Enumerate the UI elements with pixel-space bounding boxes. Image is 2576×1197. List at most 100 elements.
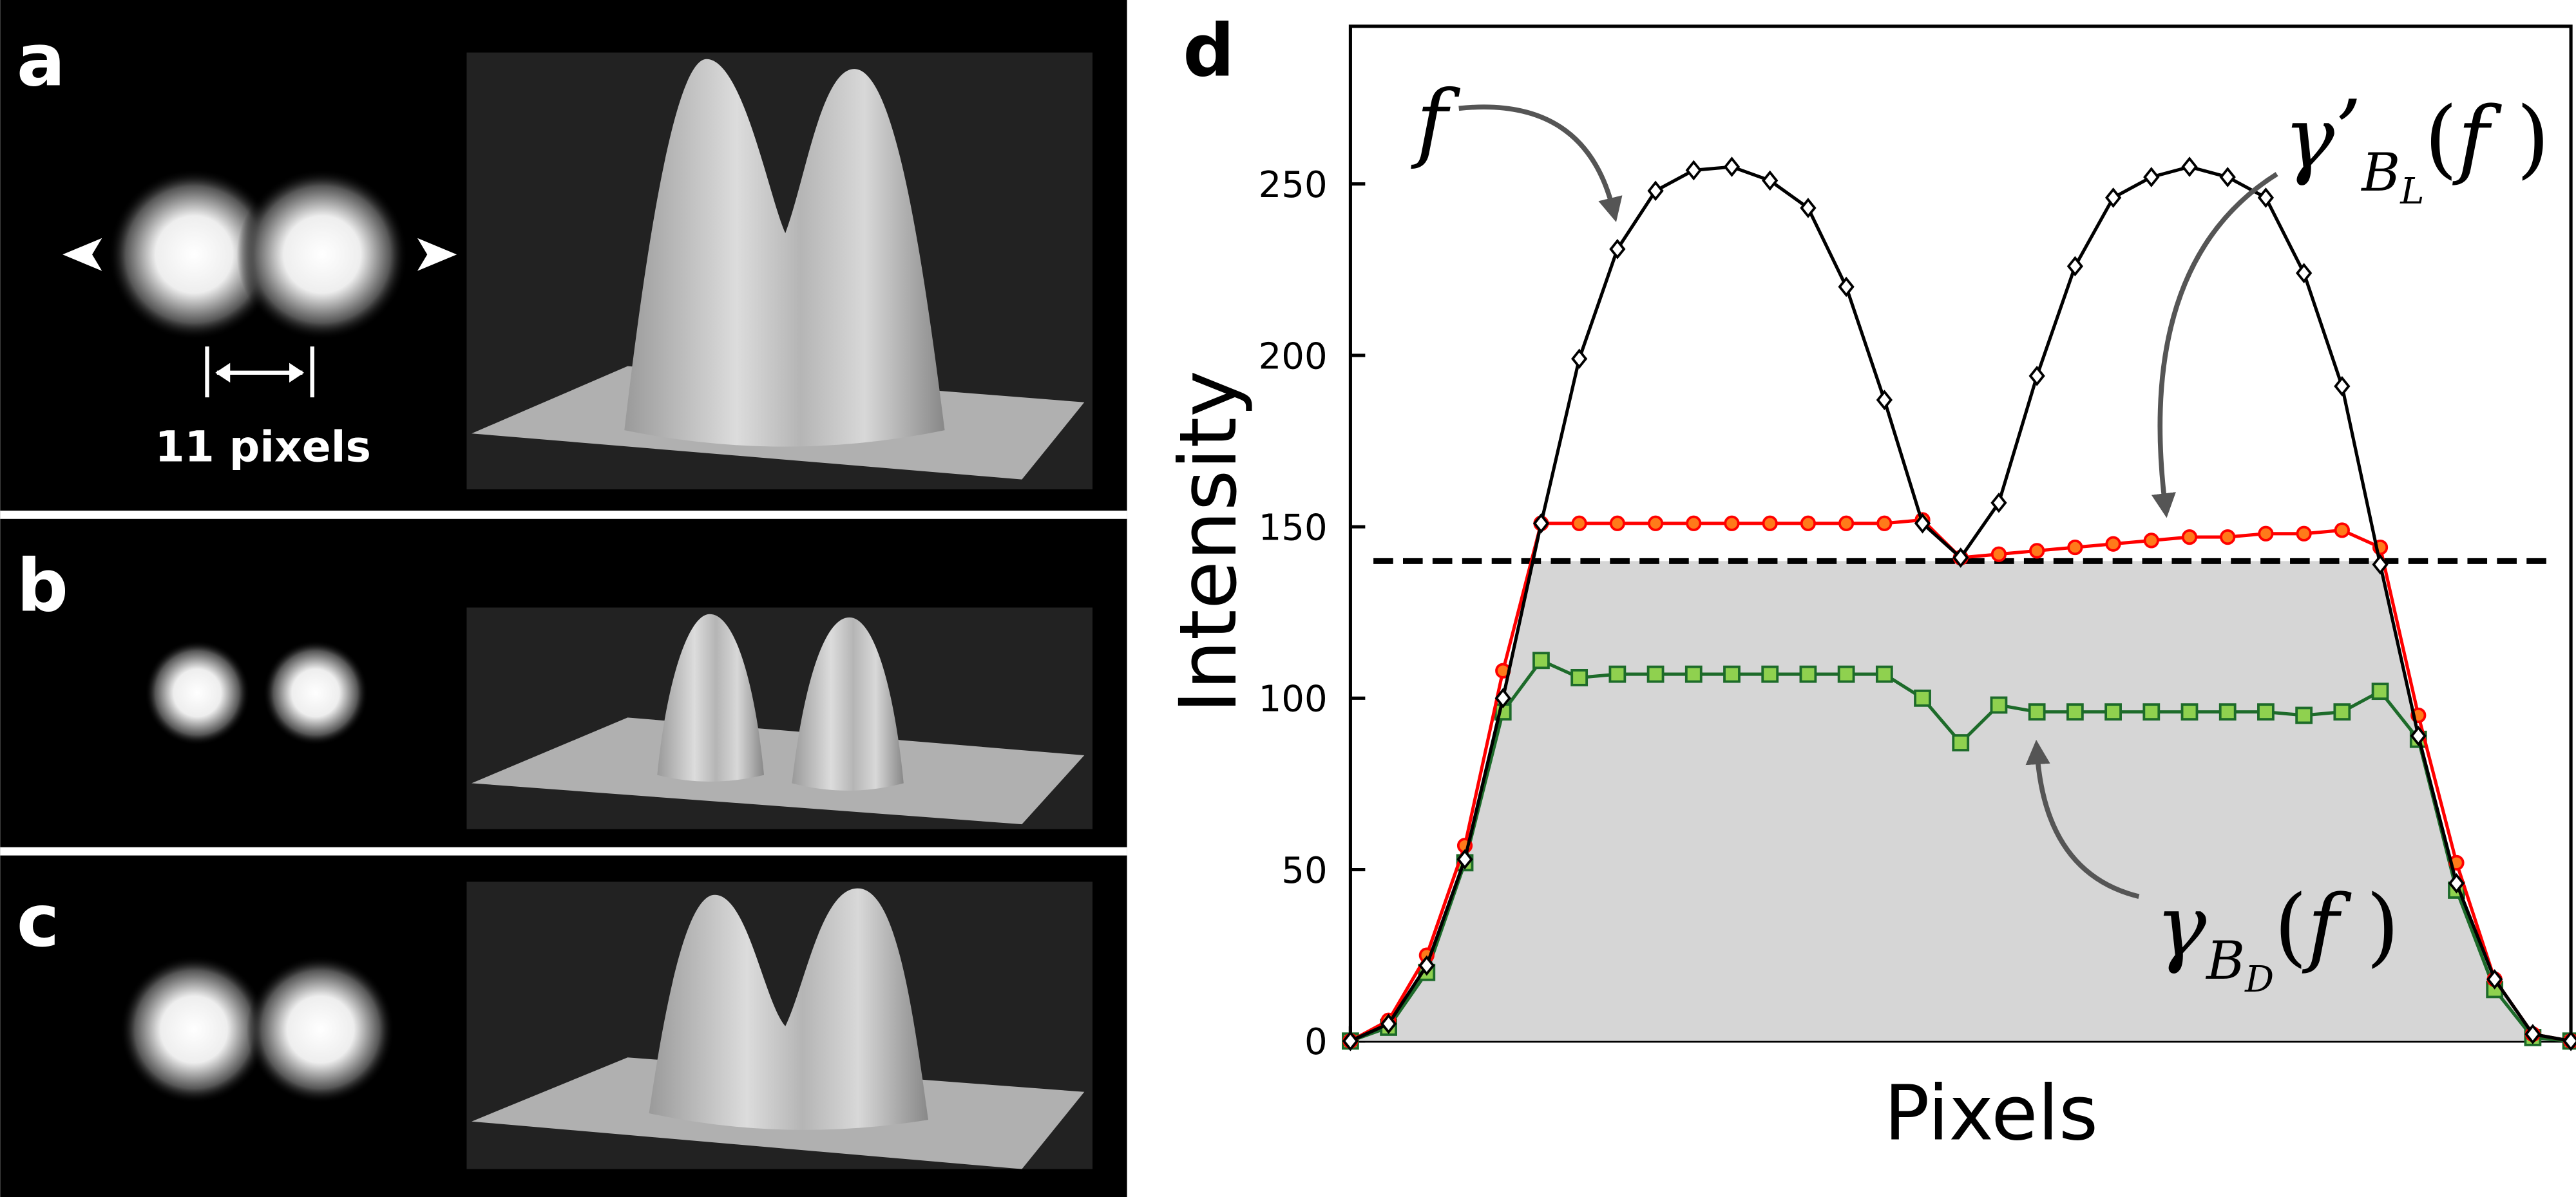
marker bbox=[1990, 696, 2008, 714]
series-annotation: γBD(f ) bbox=[2155, 877, 2399, 1001]
marker bbox=[1723, 156, 1741, 177]
marker bbox=[1342, 1030, 1359, 1051]
marker bbox=[1380, 1013, 1397, 1034]
marker bbox=[1876, 390, 1893, 410]
y-tick-label: 150 bbox=[1259, 507, 1328, 549]
marker bbox=[1761, 665, 1779, 683]
panel-c bbox=[120, 881, 1093, 1169]
marker bbox=[1952, 547, 1969, 568]
marker bbox=[2029, 543, 2045, 559]
separation-label: 11 pixels bbox=[155, 422, 371, 472]
marker bbox=[2143, 167, 2160, 187]
marker bbox=[2295, 263, 2313, 283]
marker bbox=[2180, 703, 2199, 721]
marker bbox=[2028, 703, 2046, 721]
marker bbox=[2486, 969, 2503, 990]
marker bbox=[1571, 515, 1587, 531]
annotation-part: B bbox=[2360, 142, 2400, 203]
annotation-part: B bbox=[2205, 930, 2245, 992]
marker bbox=[2105, 536, 2121, 552]
marker bbox=[2066, 703, 2084, 721]
marker bbox=[2219, 167, 2236, 187]
panel-b bbox=[144, 607, 1093, 829]
marker bbox=[1762, 515, 1778, 531]
marker bbox=[1837, 665, 1855, 683]
marker bbox=[1571, 348, 1588, 370]
marker bbox=[1647, 180, 1664, 202]
marker bbox=[2220, 529, 2236, 545]
y-tick-label: 200 bbox=[1259, 335, 1328, 377]
marker bbox=[1724, 515, 1740, 531]
annotation-part: D bbox=[2244, 959, 2274, 1001]
marker bbox=[1838, 276, 1855, 297]
marker bbox=[1609, 515, 1625, 531]
marker bbox=[2372, 554, 2389, 575]
series-annotation: γ’BL(f ) bbox=[2284, 82, 2550, 212]
annotation-part: γ bbox=[2155, 877, 2207, 976]
marker bbox=[1684, 665, 1703, 683]
marker bbox=[2104, 187, 2122, 208]
marker bbox=[1609, 239, 1626, 259]
marker bbox=[1914, 689, 1931, 707]
marker bbox=[2143, 533, 2159, 549]
series-annotation: f bbox=[1410, 73, 1460, 172]
y-tick-label: 100 bbox=[1259, 679, 1328, 721]
marker bbox=[1532, 652, 1550, 670]
annotation-part: L bbox=[2399, 171, 2424, 212]
y-axis-label: Intensity bbox=[1162, 370, 1254, 713]
marker bbox=[1685, 160, 1702, 181]
marker bbox=[1418, 955, 1435, 976]
marker bbox=[2104, 703, 2122, 721]
marker bbox=[2334, 522, 2350, 538]
annotation-part: ( bbox=[2424, 89, 2457, 188]
marker bbox=[1532, 513, 1550, 534]
marker bbox=[2371, 683, 2389, 701]
y-tick-label: 0 bbox=[1304, 1021, 1328, 1063]
marker bbox=[1494, 688, 1511, 709]
marker bbox=[2295, 706, 2313, 724]
marker bbox=[1686, 515, 1702, 531]
marker bbox=[2562, 1030, 2576, 1051]
plot: 0 50 100 150 200 250 γBD(f ) γ’BL(f ) f bbox=[1259, 24, 2576, 1063]
marker bbox=[1914, 513, 1931, 534]
marker bbox=[1800, 198, 1817, 218]
marker bbox=[1990, 546, 2007, 562]
marker bbox=[2410, 726, 2427, 746]
annotation-arrows bbox=[1458, 104, 2278, 900]
marker bbox=[1876, 515, 1893, 531]
marker bbox=[2296, 525, 2312, 542]
annotation-part: ( bbox=[2274, 877, 2307, 976]
annotation-part: f bbox=[1410, 73, 1460, 172]
marker bbox=[1838, 515, 1855, 531]
marker bbox=[2028, 366, 2045, 386]
marker bbox=[2258, 525, 2274, 542]
separator bbox=[0, 847, 1127, 856]
y-tick-label: 250 bbox=[1259, 164, 1328, 206]
marker bbox=[2524, 1024, 2541, 1044]
marker bbox=[1799, 665, 1817, 683]
marker bbox=[1952, 734, 1970, 751]
marker bbox=[2218, 703, 2237, 721]
y-tick-label: 50 bbox=[1281, 850, 1327, 892]
marker bbox=[1800, 515, 1817, 531]
annotation-part: γ bbox=[2284, 89, 2335, 188]
marker bbox=[1647, 515, 1664, 531]
panel-label: b bbox=[17, 545, 68, 628]
marker bbox=[1570, 668, 1589, 686]
marker bbox=[1762, 170, 1779, 191]
panel-label: d bbox=[1183, 9, 1234, 93]
marker bbox=[1608, 665, 1627, 683]
marker bbox=[2181, 156, 2198, 177]
marker bbox=[2066, 256, 2084, 277]
marker bbox=[1723, 665, 1741, 683]
panel-a: 11 pixels bbox=[62, 52, 1093, 489]
annotation-part: ) bbox=[2489, 89, 2550, 188]
marker bbox=[2257, 187, 2275, 208]
annotation-part: ) bbox=[2339, 877, 2399, 976]
marker bbox=[2448, 873, 2465, 894]
marker bbox=[2181, 529, 2198, 545]
marker bbox=[2257, 703, 2275, 721]
marker bbox=[1646, 665, 1665, 683]
